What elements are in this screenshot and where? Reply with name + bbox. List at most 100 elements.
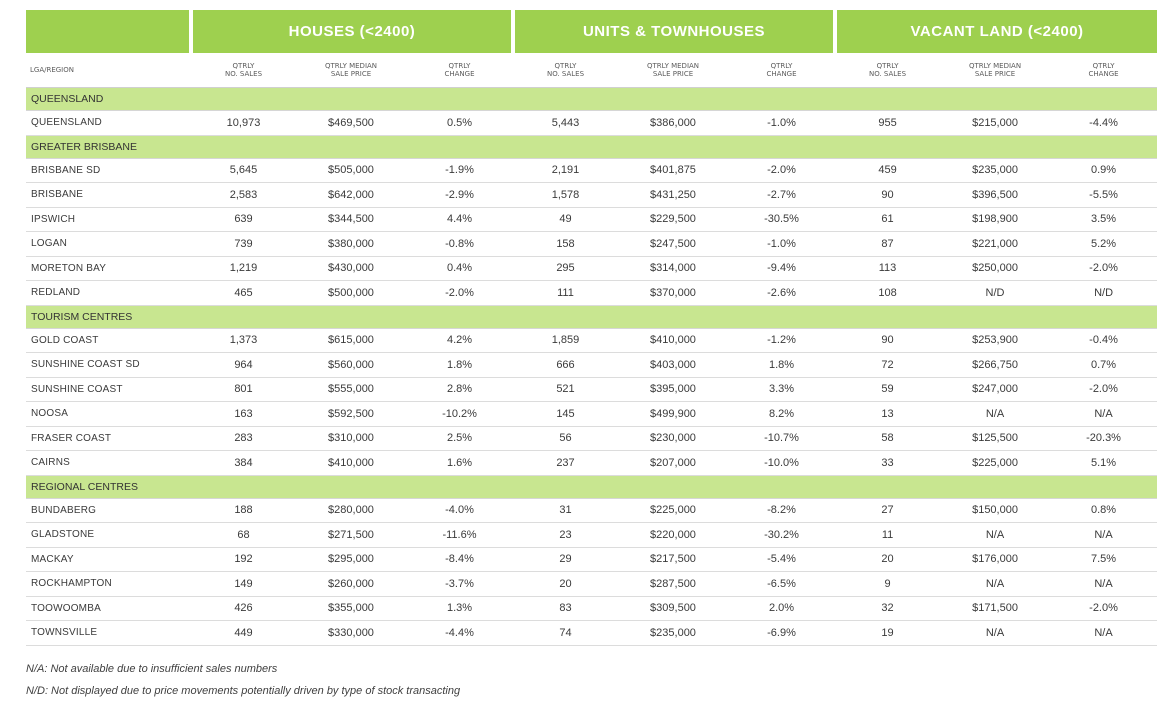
value-cell: -2.0%: [1050, 596, 1158, 621]
value-cell: $247,000: [940, 377, 1051, 402]
value-cell: 5.1%: [1050, 450, 1158, 476]
value-cell: -5.5%: [1050, 182, 1158, 208]
value-cell: 108: [835, 280, 941, 306]
value-cell: 5.2%: [1050, 231, 1158, 257]
value-cell: 7.5%: [1050, 547, 1158, 572]
value-cell: N/A: [1050, 522, 1158, 548]
value-cell: -5.4%: [728, 547, 836, 572]
value-cell: $266,750: [940, 352, 1051, 378]
value-cell: $395,000: [618, 377, 728, 402]
value-cell: $221,000: [940, 231, 1051, 257]
value-cell: 13: [835, 401, 941, 427]
value-cell: 5,645: [191, 158, 296, 183]
table-row: BRISBANE 2,583 $642,000 -2.9% 1,578 $431,250-…: [26, 182, 1158, 208]
value-cell: $410,000: [618, 328, 728, 353]
region-cell: FRASER COAST: [26, 426, 191, 451]
value-cell: 1,578: [513, 182, 618, 208]
value-cell: 11: [835, 522, 941, 548]
value-cell: $403,000: [618, 352, 728, 378]
value-cell: $309,500: [618, 596, 728, 621]
value-cell: $225,000: [618, 498, 728, 523]
column-header: QTRLY NO. SALES: [513, 53, 618, 88]
value-cell: $355,000: [296, 596, 406, 621]
column-header: QTRLY NO. SALES: [835, 53, 941, 88]
value-cell: 56: [513, 426, 618, 451]
table-row: MORETON BAY 1,219 $430,000 0.4% 295 $314,000-…: [26, 256, 1158, 281]
region-cell: BUNDABERG: [26, 498, 191, 523]
value-cell: -4.4%: [406, 620, 513, 646]
value-cell: 2,191: [513, 158, 618, 183]
footnote-na: N/A: Not available due to insufficient s…: [26, 663, 278, 675]
value-cell: 58: [835, 426, 941, 451]
value-cell: 158: [513, 231, 618, 257]
value-cell: 29: [513, 547, 618, 572]
value-cell: -0.4%: [1050, 328, 1158, 353]
value-cell: 955: [835, 110, 941, 136]
value-cell: -3.7%: [406, 571, 513, 597]
value-cell: -6.9%: [728, 620, 836, 646]
value-cell: 666: [513, 352, 618, 378]
value-cell: 1,219: [191, 256, 296, 281]
value-cell: $235,000: [940, 158, 1051, 183]
value-cell: 87: [835, 231, 941, 257]
table-row: REDLAND 465 $500,000 -2.0% 111 $370,000 -2.6% 1…: [26, 280, 1158, 306]
section-row: GREATER BRISBANE: [26, 135, 1158, 159]
value-cell: 1.8%: [728, 352, 836, 378]
value-cell: $215,000: [940, 110, 1051, 136]
region-cell: CAIRNS: [26, 450, 191, 476]
table-row: BRISBANE SD 5,645 $505,000 -1.9% 2,191 $401,8…: [26, 158, 1158, 183]
value-cell: 8.2%: [728, 401, 836, 427]
value-cell: $217,500: [618, 547, 728, 572]
value-cell: 0.9%: [1050, 158, 1158, 183]
table-row: TOOWOOMBA 426 $355,000 1.3% 83 $309,500 2.0% 32…: [26, 596, 1158, 621]
value-cell: 2.0%: [728, 596, 836, 621]
value-cell: 59: [835, 377, 941, 402]
region-cell: MORETON BAY: [26, 256, 191, 281]
value-cell: $431,250: [618, 182, 728, 208]
value-cell: N/A: [1050, 401, 1158, 427]
value-cell: $560,000: [296, 352, 406, 378]
value-cell: $396,500: [940, 182, 1051, 208]
value-cell: N/A: [940, 401, 1051, 427]
value-cell: 521: [513, 377, 618, 402]
value-cell: 964: [191, 352, 296, 378]
value-cell: 0.5%: [406, 110, 513, 136]
value-cell: $410,000: [296, 450, 406, 476]
value-cell: -11.6%: [406, 522, 513, 548]
value-cell: $171,500: [940, 596, 1051, 621]
region-cell: SUNSHINE COAST SD: [26, 352, 191, 378]
value-cell: $330,000: [296, 620, 406, 646]
value-cell: -20.3%: [1050, 426, 1158, 451]
value-cell: $253,900: [940, 328, 1051, 353]
value-cell: -4.4%: [1050, 110, 1158, 136]
region-cell: ROCKHAMPTON: [26, 571, 191, 597]
value-cell: $592,500: [296, 401, 406, 427]
region-cell: GLADSTONE: [26, 522, 191, 548]
column-header-region: LGA/REGION: [26, 53, 191, 88]
value-cell: N/A: [940, 620, 1051, 646]
value-cell: 68: [191, 522, 296, 548]
region-cell: QUEENSLAND: [26, 110, 191, 136]
value-cell: $280,000: [296, 498, 406, 523]
value-cell: $430,000: [296, 256, 406, 281]
value-cell: -2.0%: [728, 158, 836, 183]
table-row: MACKAY 192 $295,000 -8.4% 29 $217,500 -5.4% 20 $…: [26, 547, 1158, 572]
section-title: REGIONAL CENTRES: [26, 475, 1158, 499]
value-cell: -0.8%: [406, 231, 513, 257]
value-cell: 3.3%: [728, 377, 836, 402]
value-cell: -4.0%: [406, 498, 513, 523]
value-cell: 283: [191, 426, 296, 451]
region-cell: IPSWICH: [26, 207, 191, 232]
value-cell: $499,900: [618, 401, 728, 427]
value-cell: $615,000: [296, 328, 406, 353]
value-cell: $207,000: [618, 450, 728, 476]
houses-group-header: HOUSES (<2400): [189, 10, 513, 53]
region-cell: GOLD COAST: [26, 328, 191, 353]
region-cell: TOOWOOMBA: [26, 596, 191, 621]
value-cell: 1.3%: [406, 596, 513, 621]
section-row: QUEENSLAND: [26, 87, 1158, 111]
value-cell: 459: [835, 158, 941, 183]
value-cell: 0.7%: [1050, 352, 1158, 378]
column-header: QTRLY MEDIAN SALE PRICE: [940, 53, 1051, 88]
value-cell: -8.4%: [406, 547, 513, 572]
